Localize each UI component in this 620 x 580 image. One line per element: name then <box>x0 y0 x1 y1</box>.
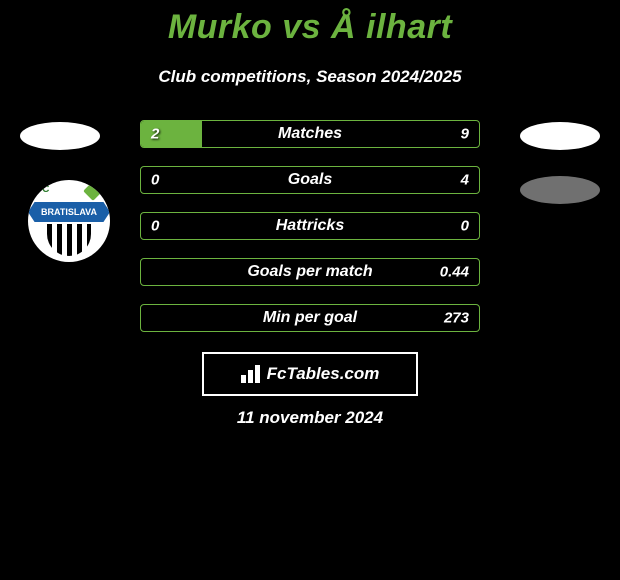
stat-row-goals-per-match: Goals per match 0.44 <box>140 258 480 286</box>
stat-right-value: 0 <box>461 218 469 235</box>
stat-row-min-per-goal: Min per goal 273 <box>140 304 480 332</box>
club-right-ellipse <box>520 176 600 204</box>
stat-row-matches: 2 Matches 9 <box>140 120 480 148</box>
date-label: 11 november 2024 <box>0 408 620 428</box>
stat-right-value: 273 <box>444 310 469 327</box>
player-right-ellipse <box>520 122 600 150</box>
stat-label: Goals <box>141 171 479 189</box>
footer-label: FcTables.com <box>267 364 380 384</box>
player-left-ellipse <box>20 122 100 150</box>
stat-right-value: 0.44 <box>440 264 469 281</box>
club-badge-leaf-icon <box>83 181 103 201</box>
stat-label: Goals per match <box>141 263 479 281</box>
stat-label: Min per goal <box>141 309 479 327</box>
club-badge-fc-text: FC <box>36 184 49 195</box>
stat-row-hattricks: 0 Hattricks 0 <box>140 212 480 240</box>
stat-right-value: 9 <box>461 126 469 143</box>
club-left-badge: FC BRATISLAVA <box>28 180 110 262</box>
stat-label: Hattricks <box>141 217 479 235</box>
stat-right-value: 4 <box>461 172 469 189</box>
stat-row-goals: 0 Goals 4 <box>140 166 480 194</box>
footer-badge: FcTables.com <box>202 352 418 396</box>
page-title: Murko vs Å ilhart <box>0 0 620 47</box>
bar-chart-icon <box>241 365 263 383</box>
stat-label: Matches <box>141 125 479 143</box>
subtitle: Club competitions, Season 2024/2025 <box>0 67 620 87</box>
club-badge-ribbon: BRATISLAVA <box>28 202 110 222</box>
stats-bars: 2 Matches 9 0 Goals 4 0 Hattricks 0 Goal… <box>140 120 480 350</box>
club-badge-stripes-icon <box>47 224 91 256</box>
